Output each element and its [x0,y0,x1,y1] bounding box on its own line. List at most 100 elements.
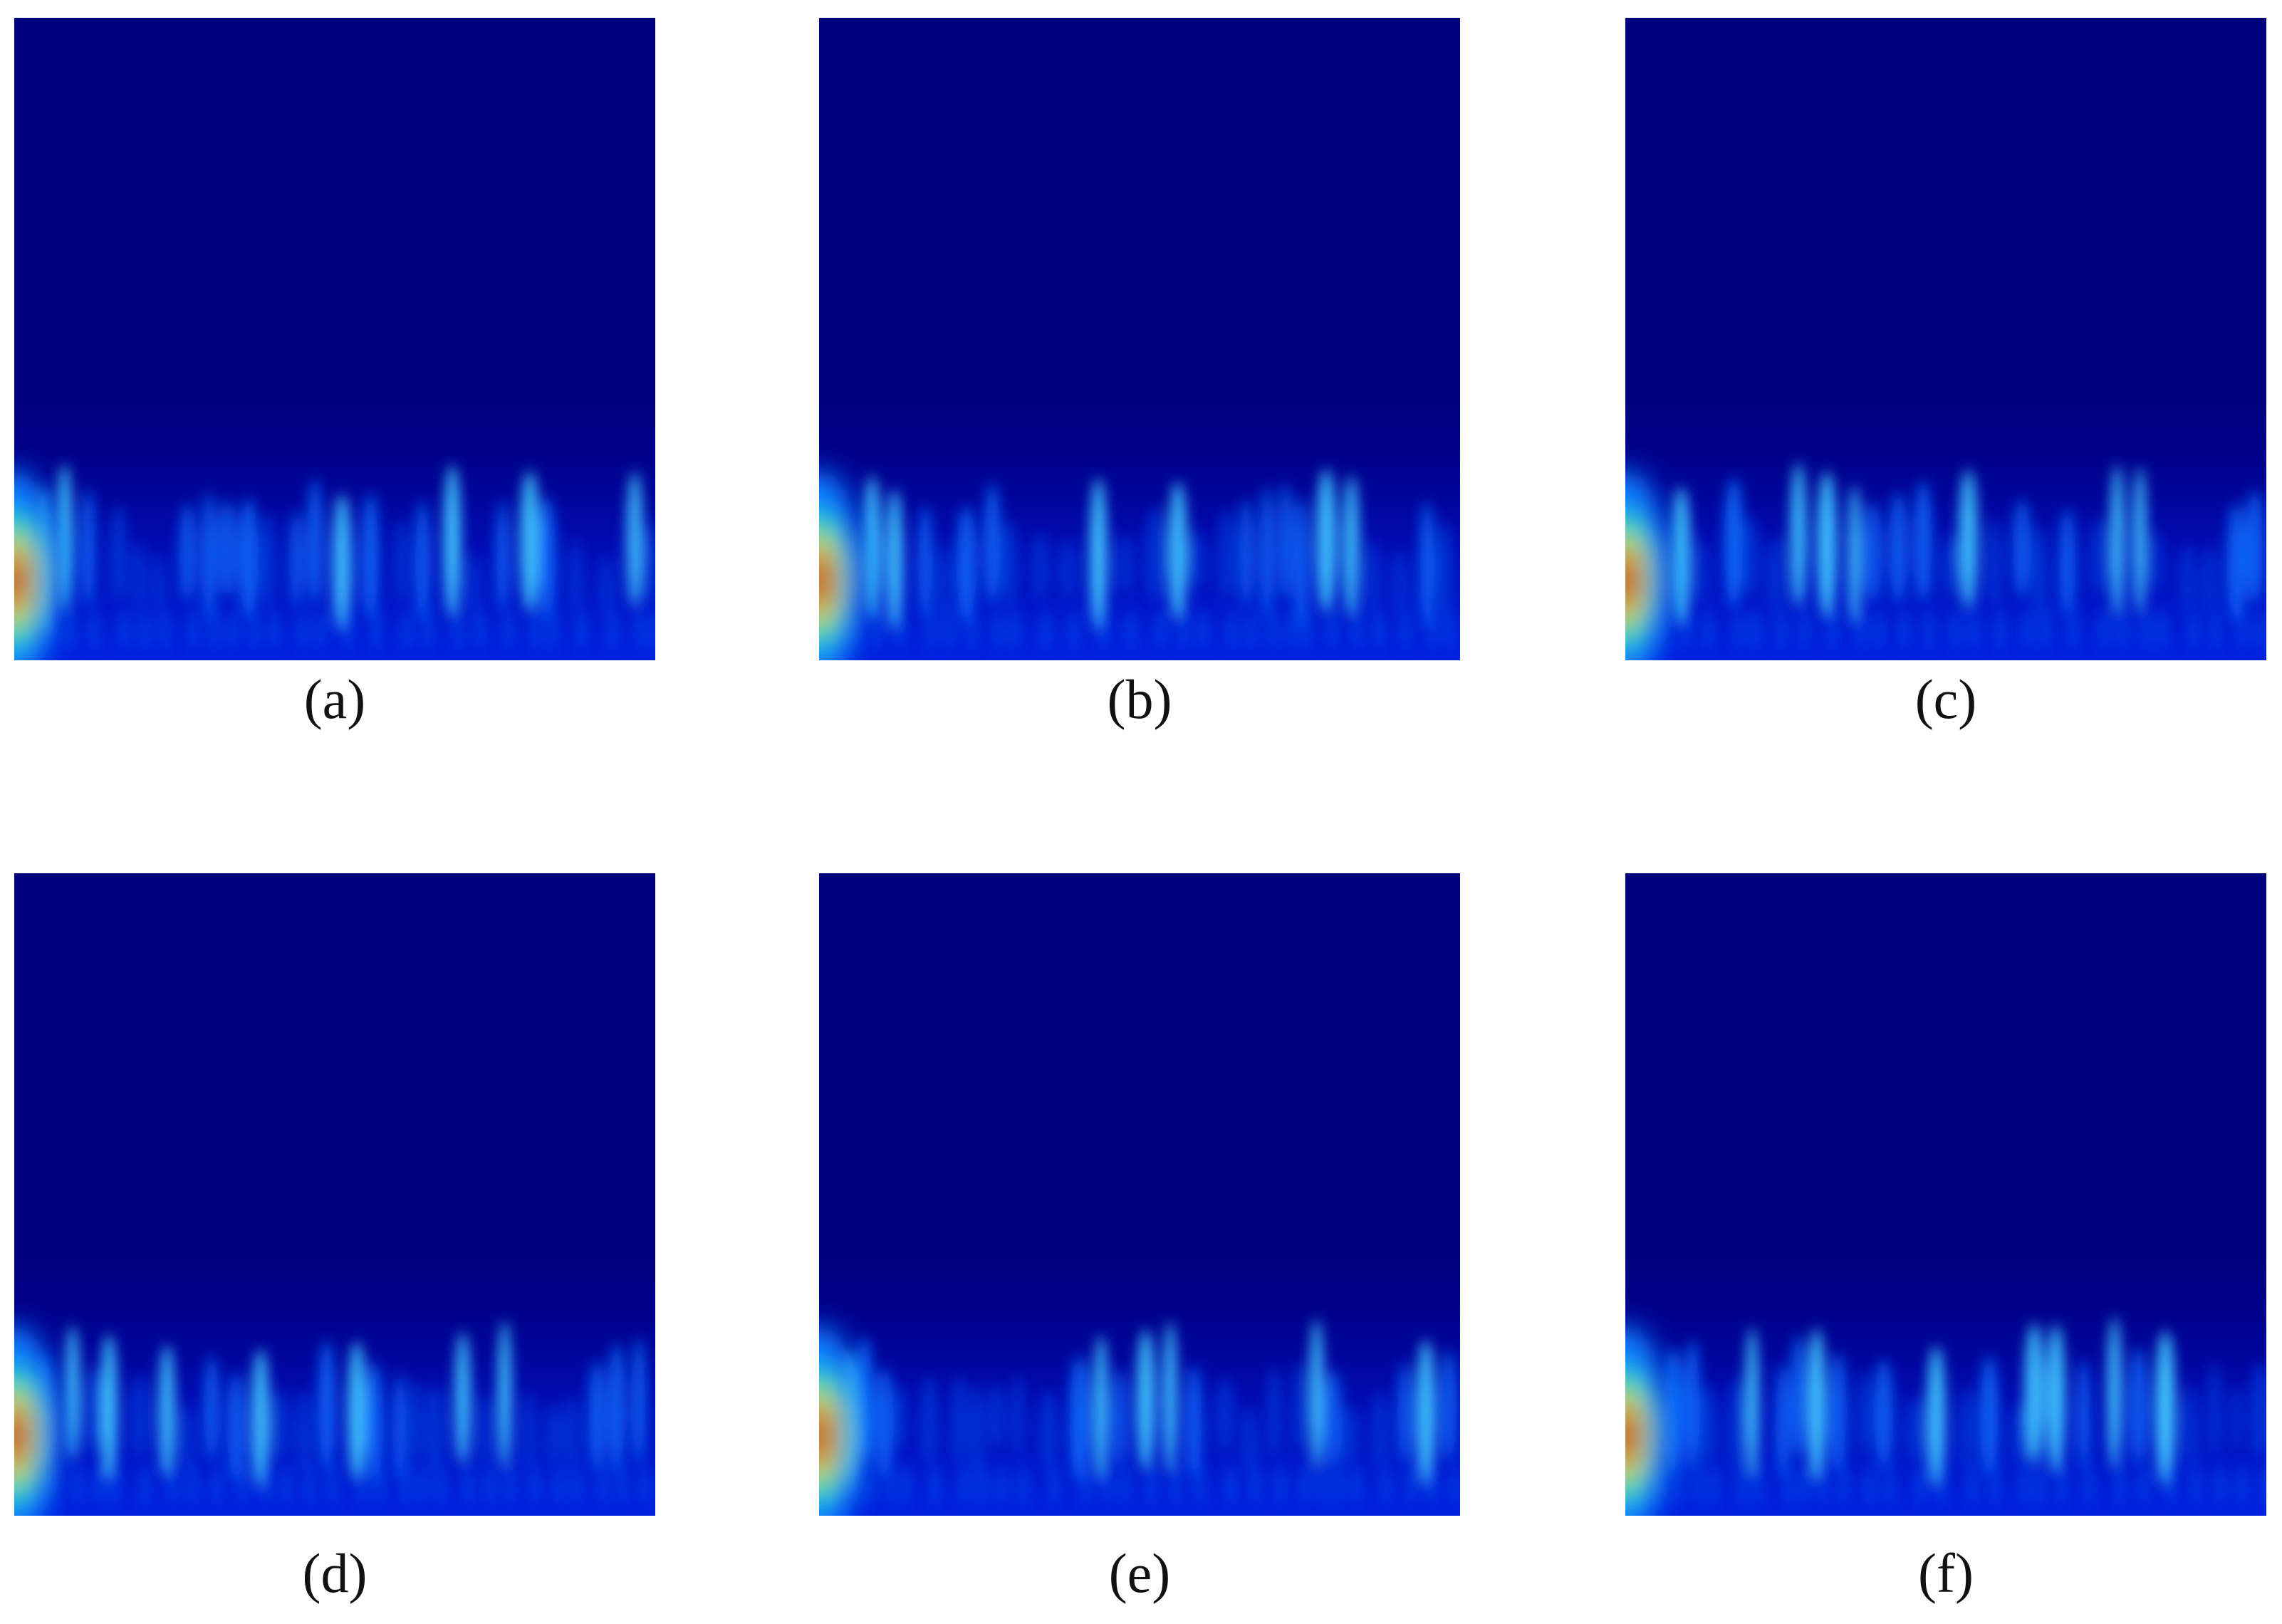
blob [1829,1353,1847,1472]
blob-low [1994,609,2006,652]
blob-low [547,609,559,652]
blob-low [1333,1464,1345,1507]
blob [85,1367,102,1454]
blob [1791,1333,1806,1459]
blob-low [895,609,907,652]
blob-low [2209,609,2221,652]
blob [632,1338,646,1466]
blob-low [159,609,171,652]
blob [1090,477,1107,632]
blob [2207,1363,2221,1457]
blob [362,492,379,620]
blob-low [1854,609,1866,652]
blob-low [1936,1464,1948,1507]
blob [2130,1347,2147,1464]
hot-red [1625,553,1638,608]
blob-low [400,1464,412,1507]
blob-low [1949,609,1961,652]
blob-low [2018,1464,2031,1507]
blob [918,505,933,619]
panel-content [14,873,655,1516]
panel-label: (f) [1918,1542,1974,1604]
blob [454,1331,471,1464]
blob [2149,531,2164,592]
blob [1058,539,1078,600]
blob [1292,1362,1306,1453]
blob-low [959,1464,971,1507]
blob-low [502,609,514,652]
blob [1663,1348,1683,1475]
blob [863,475,881,619]
blob-low [966,609,978,652]
blob [81,488,95,608]
panel-content [1625,873,2266,1516]
blob [1031,531,1049,600]
panel-content [1625,18,2266,660]
blob [1372,1391,1389,1469]
blob-low [1145,1464,1157,1507]
blob-low [211,1464,223,1507]
blob [2046,1323,2065,1472]
blob-low [108,1464,120,1507]
blob-low [236,1464,248,1507]
blob [347,1341,367,1482]
blob-low [1100,1464,1113,1507]
blob [1001,521,1018,608]
blob [957,505,976,624]
blob-low [2260,1464,2266,1507]
blob-low [187,1464,199,1507]
blob [1940,535,1959,598]
blob [1436,521,1452,619]
blob-low [342,609,354,652]
blob-low [64,609,76,652]
blob-low [1967,1464,1979,1507]
blob-low [1863,1464,1875,1507]
hot-spot [819,1326,862,1516]
blob-low [1380,1464,1392,1507]
blob-low [976,1464,988,1507]
blob [1857,1370,1871,1456]
blob-low [268,609,280,652]
blob-low [281,1464,293,1507]
blob [886,489,903,631]
blob-low [1673,1464,1685,1507]
blob [1959,1387,1976,1470]
blob [1817,471,1837,618]
blob [271,1390,291,1461]
blob [1959,469,1978,609]
blob-low [1914,1464,1926,1507]
blob [2226,503,2246,623]
blob [598,556,615,616]
blob [1323,1370,1343,1469]
blob-low [315,609,327,652]
blob [130,1374,149,1458]
blob [1136,1328,1155,1470]
blob-low [1224,1464,1236,1507]
blob-low [474,609,486,652]
blob [1069,1355,1090,1483]
blob [644,525,655,605]
hot-spot [1625,1326,1668,1516]
blob [65,1325,80,1460]
blob [2024,1322,2045,1464]
blob [202,492,216,620]
blob [100,1333,118,1482]
blob [2012,499,2031,598]
blob [1728,1377,1744,1472]
hot-red [1625,1409,1638,1463]
blob [2108,1316,2122,1469]
blob-low [1017,1464,1029,1507]
blob-low [1405,1464,1417,1507]
blob-low [2067,609,2079,652]
blob [1417,1339,1435,1487]
blob [2155,1330,2175,1487]
blob-low [2114,1464,2126,1507]
blob-low [1194,1464,1206,1507]
blob-low [2236,1464,2249,1507]
blobs [1647,1316,2266,1507]
blob-low [462,1464,474,1507]
blob-low [118,609,130,652]
blob [1745,1327,1759,1477]
blob-low [1246,609,1258,652]
